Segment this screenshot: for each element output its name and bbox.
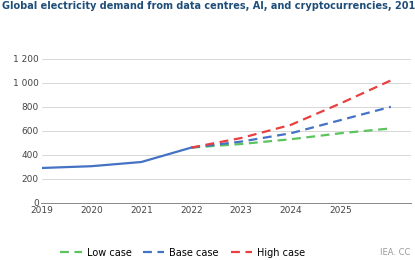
Text: Global electricity demand from data centres, AI, and cryptocurrencies, 2019-2026: Global electricity demand from data cent… [2,1,415,11]
Legend: Low case, Base case, High case: Low case, Base case, High case [60,248,305,258]
Text: IEA. CC: IEA. CC [381,248,411,257]
